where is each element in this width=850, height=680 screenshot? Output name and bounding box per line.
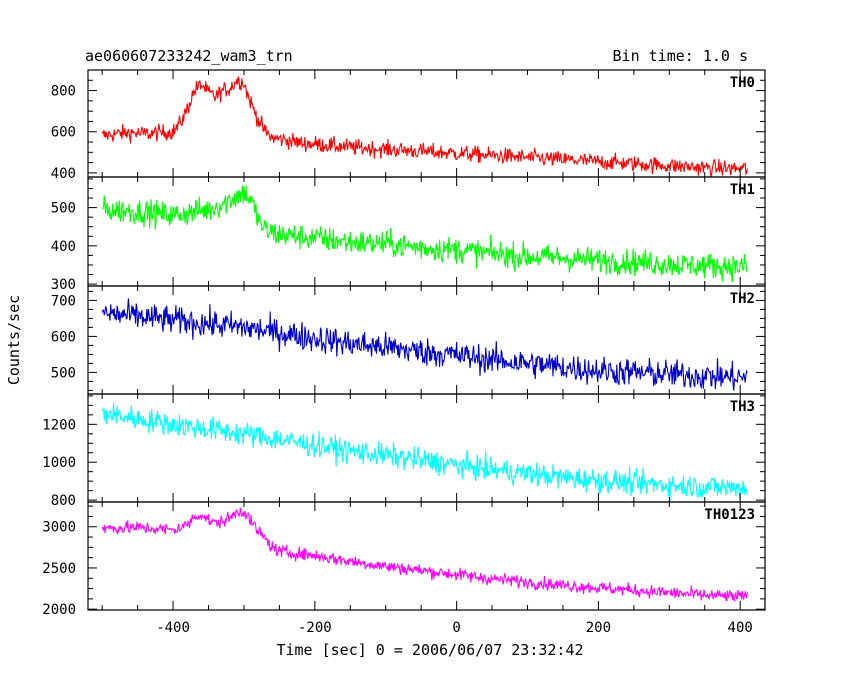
light-curve-th0 — [101, 76, 748, 178]
light-curve-th2 — [101, 298, 748, 391]
y-tick-label: 800 — [51, 84, 76, 100]
panel-label: TH2 — [730, 291, 755, 307]
chart-title: ae060607233242_wam3_trn — [85, 47, 293, 65]
panel-th1: 300 400 500 TH1 — [51, 176, 766, 293]
y-tick-label: 500 — [51, 365, 76, 381]
y-tick-label: 800 — [51, 493, 76, 509]
panel-th2: 500 600 700 TH2 — [51, 285, 766, 395]
light-curve-th3 — [101, 402, 748, 501]
x-tick-label: 0 — [452, 620, 460, 636]
y-tick-label: 400 — [51, 239, 76, 255]
panels-group: 400 600 800 TH0 300 400 500 TH1 500 600 700 TH2 800 1… — [42, 69, 766, 636]
y-tick-label: 400 — [51, 166, 76, 182]
panel-label: TH3 — [730, 399, 755, 415]
panel-label: TH0123 — [704, 507, 755, 523]
panel-label: TH1 — [730, 182, 755, 198]
y-tick-label: 700 — [51, 293, 76, 309]
x-tick-label: 200 — [586, 620, 611, 636]
panel-frame — [87, 501, 766, 611]
y-tick-label: 300 — [51, 277, 76, 293]
y-tick-label: 600 — [51, 329, 76, 345]
y-tick-label: 2000 — [42, 602, 76, 618]
y-axis-label: Counts/sec — [5, 295, 23, 385]
y-tick-label: 600 — [51, 125, 76, 141]
y-tick-label: 1200 — [42, 417, 76, 433]
light-curve-th0123 — [101, 507, 748, 602]
y-tick-label: 500 — [51, 201, 76, 217]
panel-th0: 400 600 800 TH0 — [51, 69, 766, 182]
x-tick-label: -200 — [298, 620, 332, 636]
y-tick-label: 2500 — [42, 561, 76, 577]
x-tick-label: 400 — [728, 620, 753, 636]
bin-time-label: Bin time: 1.0 s — [613, 47, 748, 65]
panel-th3: 800 1000 1200 TH3 — [42, 393, 766, 509]
panel-frame — [87, 69, 766, 178]
y-tick-label: 1000 — [42, 455, 76, 471]
y-tick-label: 3000 — [42, 520, 76, 536]
x-axis-label: Time [sec] 0 = 2006/06/07 23:32:42 — [276, 641, 583, 659]
panel-th0123: 2000 2500 3000 TH0123 — [42, 501, 766, 618]
light-curve-th1 — [101, 185, 748, 283]
x-tick-label: -400 — [156, 620, 190, 636]
panel-label: TH0 — [730, 75, 755, 91]
